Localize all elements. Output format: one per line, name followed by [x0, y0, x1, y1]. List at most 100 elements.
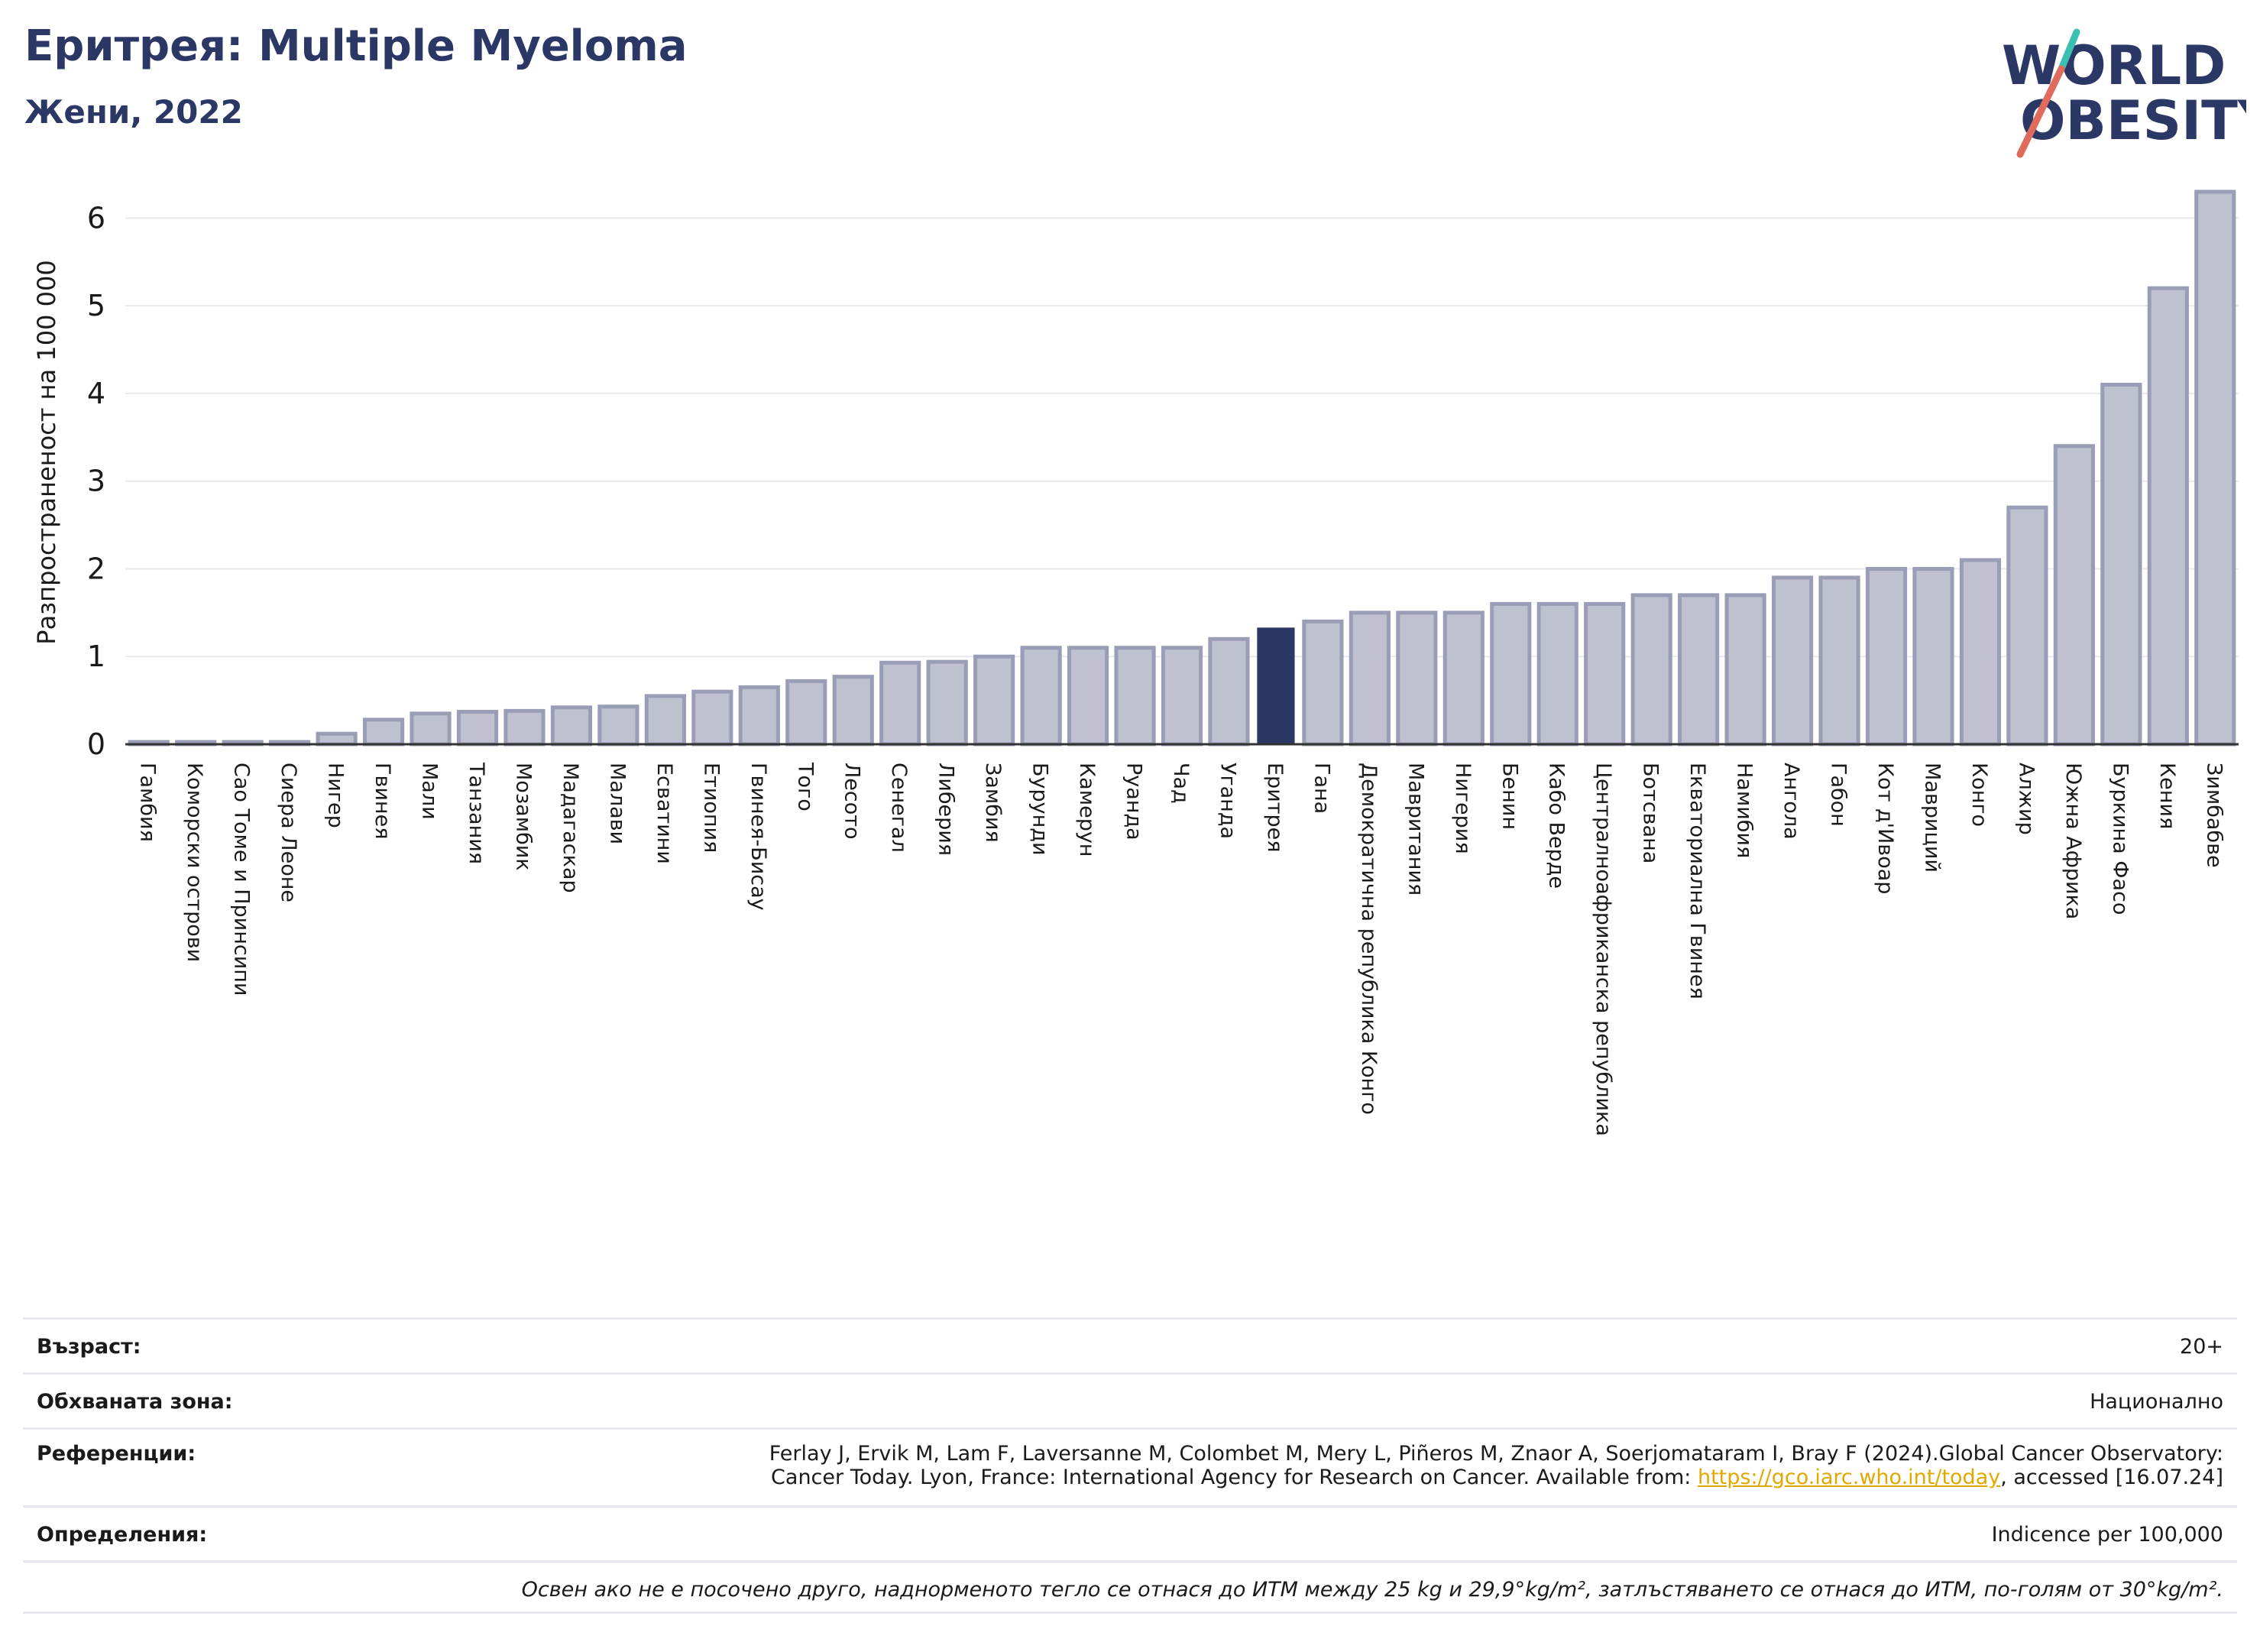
x-tick-label: Ботсвана — [1639, 763, 1663, 863]
info-row-age: Възраст: 20+ — [23, 1317, 2237, 1372]
bar-5 — [362, 717, 405, 747]
references-line1: Ferlay J, Ervik M, Lam F, Laversanne M, … — [769, 1442, 2223, 1466]
references-label: Референции: — [37, 1442, 196, 1466]
x-tick-label: Сенегал — [887, 763, 911, 853]
world-obesity-logo: WORLD OBESITY — [2002, 28, 2246, 158]
x-tick-label: Екваториална Гвинея — [1685, 763, 1709, 999]
x-tick-label: Алжир — [2014, 763, 2038, 835]
y-tick-label: 0 — [87, 727, 105, 761]
bar-13 — [738, 685, 780, 747]
x-axis: Гамбия Коморски острови Сао Томе и Принсип… — [125, 743, 2239, 1136]
x-tick-label: Мавриций — [1920, 763, 1944, 873]
x-tick-label: Кабо Верде — [1545, 763, 1569, 889]
page-subtitle: Жени, 2022 — [24, 93, 243, 131]
x-tick-label: Мали — [418, 763, 442, 820]
bar-40 — [2006, 505, 2048, 747]
info-row-references: Референции: Ferlay J, Ervik M, Lam F, La… — [23, 1427, 2237, 1505]
x-tick-label: Руанда — [1122, 763, 1146, 841]
x-tick-label: Гамбия — [136, 763, 160, 842]
bar-30 — [1536, 601, 1578, 747]
bar-26 — [1349, 611, 1391, 747]
bar-38 — [1912, 566, 1954, 747]
references-link[interactable]: https://gco.iarc.who.int/today — [1697, 1466, 2001, 1489]
x-tick-label: Гвинея-Бисау — [746, 763, 770, 911]
bar-43 — [2147, 286, 2189, 747]
x-tick-label: Гвинея — [371, 763, 394, 839]
bmi-note: Освен ако не е посочено друго, наднормен… — [521, 1578, 2223, 1602]
x-tick-label: Намибия — [1733, 763, 1757, 858]
y-axis: 0 1 2 3 4 5 6 — [87, 201, 105, 761]
bar-16 — [879, 660, 921, 747]
bar-15 — [832, 675, 874, 747]
y-tick-label: 3 — [87, 465, 105, 498]
references-accessed: , accessed [16.07.24] — [2000, 1466, 2223, 1489]
bar-33 — [1678, 593, 1720, 747]
bar-27 — [1396, 611, 1438, 747]
info-table: Възраст: 20+ Обхваната зона: Национално … — [23, 1317, 2237, 1614]
references-line2: Cancer Today. Lyon, France: Internationa… — [771, 1466, 1698, 1489]
bar-20 — [1067, 646, 1109, 747]
bar-4 — [316, 731, 358, 747]
chart-bars — [128, 189, 2236, 747]
bar-29 — [1490, 601, 1532, 747]
logo-accent-teal — [2058, 28, 2080, 73]
bar-34 — [1724, 593, 1766, 747]
x-tick-label: Гана — [1310, 763, 1333, 814]
x-tick-label: Етиопия — [699, 763, 723, 853]
area-value: Национално — [2090, 1390, 2223, 1414]
logo-text-line1: WORLD — [2002, 34, 2226, 97]
info-row-note: Освен ако не е посочено друго, наднормен… — [23, 1560, 2237, 1614]
bar-25 — [1302, 619, 1344, 747]
bar-8 — [503, 708, 546, 747]
bar-6 — [410, 711, 452, 747]
x-tick-label: Чад — [1169, 763, 1193, 804]
y-tick-label: 5 — [87, 289, 105, 322]
bar-10 — [597, 705, 639, 747]
x-tick-label: Бенин — [1497, 763, 1521, 830]
y-tick-label: 4 — [87, 377, 105, 410]
y-axis-label: Разпространеност на 100 000 — [32, 260, 61, 644]
x-tick-label: Коморски острови — [183, 763, 206, 962]
x-tick-label: Мозамбик — [511, 763, 535, 871]
y-tick-label: 1 — [87, 640, 105, 673]
bar-41 — [2053, 444, 2095, 747]
bar-23 — [1208, 637, 1250, 747]
x-tick-label: Централноафриканска република — [1591, 763, 1615, 1136]
x-tick-label: Камерун — [1075, 763, 1099, 857]
bar-22 — [1161, 646, 1203, 747]
x-tick-label: Мадагаскар — [559, 763, 582, 893]
x-tick-label: Кения — [2155, 763, 2179, 829]
bar-28 — [1442, 611, 1485, 747]
x-tick-label: Есватини — [652, 763, 676, 864]
x-tick-label: Сиера Леоне — [277, 763, 300, 902]
info-row-definitions: Определения: Indicence per 100,000 — [23, 1505, 2237, 1560]
x-tick-label: Малави — [605, 763, 629, 844]
x-tick-label: Либерия — [934, 763, 958, 856]
bar-19 — [1020, 646, 1062, 747]
x-tick-label: Конго — [1967, 763, 1991, 827]
bar-14 — [785, 679, 827, 747]
y-tick-label: 6 — [87, 201, 105, 235]
bar-37 — [1865, 566, 1908, 747]
bar-35 — [1771, 575, 1814, 747]
x-tick-label: Габон — [1827, 763, 1850, 827]
bar-39 — [1959, 558, 2002, 747]
bar-31 — [1584, 601, 1626, 747]
definitions-value: Indicence per 100,000 — [1991, 1523, 2223, 1547]
x-tick-label: Мавритания — [1404, 763, 1427, 896]
x-tick-label: Нигер — [324, 763, 348, 828]
x-tick-label: Южна Африка — [2061, 763, 2085, 919]
x-tick-label: Ангола — [1779, 763, 1803, 840]
bar-42 — [2100, 382, 2142, 747]
x-tick-label: Демократична република Конго — [1357, 763, 1381, 1115]
x-tick-label: Того — [793, 762, 817, 811]
x-tick-label: Нигерия — [1451, 763, 1475, 854]
x-tick-label: Буркина Фасо — [2108, 763, 2132, 915]
bar-32 — [1630, 593, 1672, 747]
x-tick-label: Сао Томе и Принсипи — [230, 763, 254, 996]
x-tick-label: Зимбабве — [2202, 763, 2226, 868]
info-row-area: Обхваната зона: Национално — [23, 1372, 2237, 1427]
area-label: Обхваната зона: — [37, 1390, 233, 1414]
bar-24 — [1257, 627, 1295, 744]
x-tick-label: Танзания — [465, 762, 488, 864]
